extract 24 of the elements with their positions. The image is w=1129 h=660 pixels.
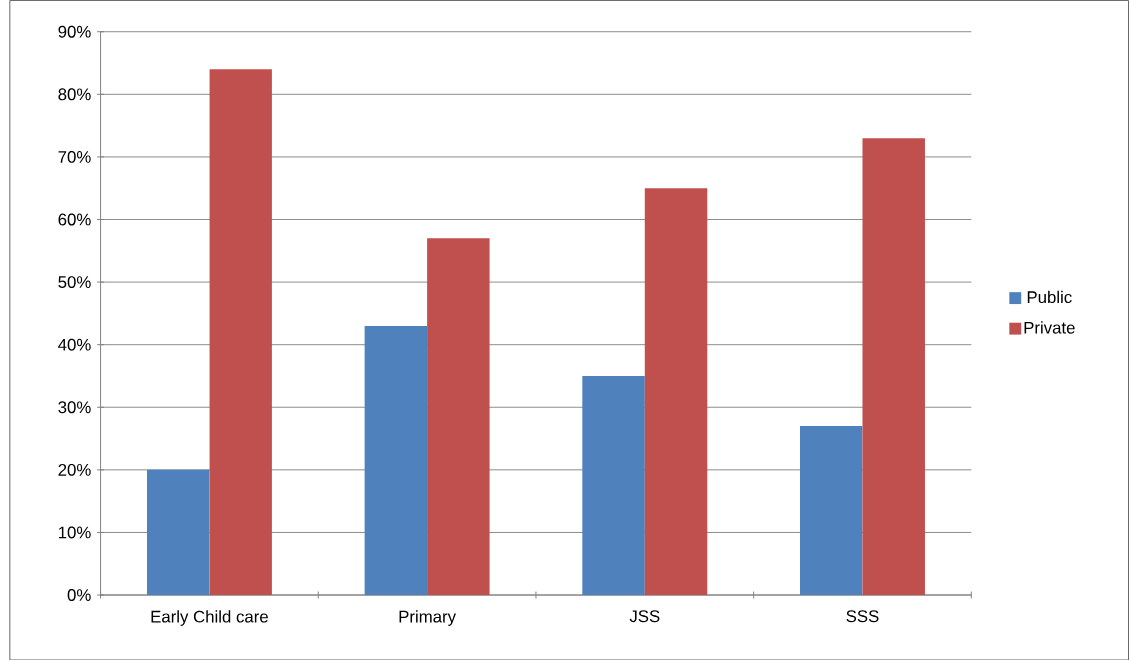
- y-tick-label: 10%: [58, 526, 91, 539]
- bar: [427, 238, 490, 595]
- y-tick-label: 50%: [58, 275, 91, 288]
- bar: [364, 325, 428, 595]
- x-tick-label: Primary: [399, 610, 456, 626]
- y-tick-label: 60%: [58, 213, 91, 226]
- x-tick-label: Early Child care: [151, 610, 268, 626]
- bar: [582, 375, 645, 595]
- y-tick-label: 70%: [58, 150, 91, 163]
- y-tick-label: 90%: [58, 25, 91, 38]
- legend-label: Public: [1027, 290, 1072, 303]
- y-tick-label: 80%: [58, 88, 91, 101]
- bar: [209, 69, 272, 595]
- x-tick-label: JSS: [629, 610, 660, 622]
- bar: [800, 425, 863, 595]
- x-tick-label: SSS: [846, 610, 879, 622]
- y-tick-label: 40%: [58, 338, 91, 351]
- legend-label: Private: [1024, 321, 1075, 334]
- y-tick-label: 20%: [58, 463, 91, 476]
- bar: [862, 137, 925, 595]
- bar: [146, 469, 210, 595]
- y-tick-label: 0%: [67, 588, 91, 601]
- y-tick-label: 30%: [58, 401, 91, 413]
- bar: [644, 187, 708, 595]
